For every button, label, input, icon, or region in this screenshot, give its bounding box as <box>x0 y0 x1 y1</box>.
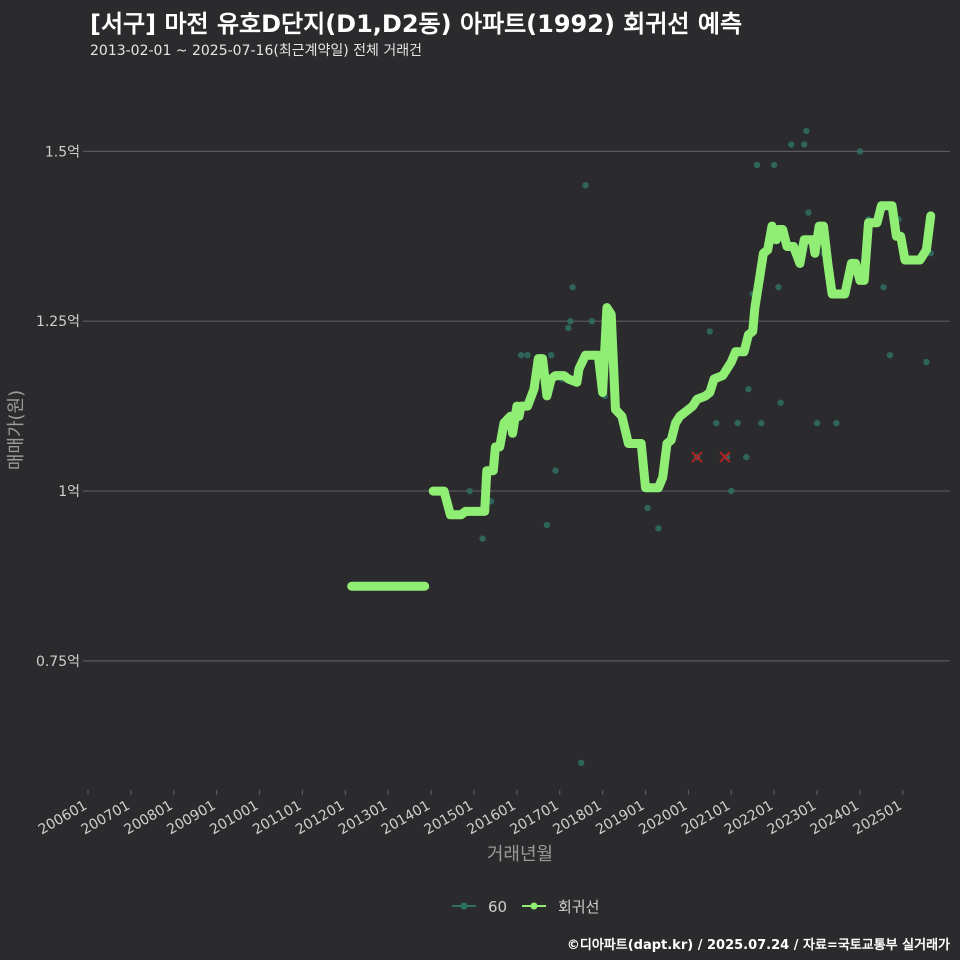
data-point <box>517 351 525 359</box>
x-tick-label: 202501 <box>851 798 905 839</box>
x-tick-label: 202201 <box>722 798 776 839</box>
data-point <box>805 209 812 216</box>
legend-key-dot <box>530 902 538 910</box>
x-tick-label: 201701 <box>507 798 561 839</box>
data-point <box>713 419 720 427</box>
x-tick-label: 201601 <box>465 798 519 839</box>
data-point <box>770 161 778 169</box>
legend-item: 회귀선 <box>522 898 599 916</box>
legend: 60 회귀선 <box>452 898 599 916</box>
source-credit: ©디아파트(dapt.kr) / 2025.07.24 / 자료=국토교통부 실… <box>566 938 950 953</box>
x-tick-label: 200701 <box>79 798 133 839</box>
data-point <box>582 182 589 189</box>
data-point <box>745 385 752 393</box>
data-point <box>547 351 555 359</box>
x-axis-label: 거래년월 <box>487 844 553 865</box>
legend-label: 회귀선 <box>558 898 599 916</box>
data-point <box>565 324 572 332</box>
data-point <box>886 351 894 359</box>
y-tick-label: 1.5억 <box>45 144 80 160</box>
x-tick-label: 201901 <box>593 798 647 839</box>
x-tick-label: 202101 <box>679 798 733 839</box>
x-tick-label: 200901 <box>164 798 218 839</box>
legend-label: 60 <box>488 898 507 916</box>
outlier-stroke <box>691 451 703 463</box>
x-axis: 2006012007012008012009012010012011012012… <box>36 790 905 838</box>
data-point <box>734 419 741 427</box>
x-tick-label: 200601 <box>36 798 90 839</box>
data-point <box>728 487 735 495</box>
x-tick-label: 201301 <box>336 798 390 839</box>
data-point <box>479 535 486 542</box>
data-point <box>800 141 808 148</box>
data-point <box>466 487 473 495</box>
x-tick-label: 200801 <box>121 798 175 839</box>
y-tick-label: 1억 <box>58 484 80 500</box>
data-point <box>567 317 574 325</box>
chart-title: [서구] 마전 유호D단지(D1,D2동) 아파트(1992) 회귀선 예측 <box>90 10 743 38</box>
chart-subtitle: 2013-02-01 ~ 2025-07-16(최근계약일) 전체 거래건 <box>90 43 422 59</box>
data-point <box>552 467 559 474</box>
data-point <box>813 419 821 427</box>
data-point <box>923 358 930 366</box>
data-point <box>777 399 784 406</box>
data-points <box>466 127 934 767</box>
outlier-markers <box>691 451 731 463</box>
y-axis: 0.75억 1억 1.25억 1.5억 <box>36 144 88 670</box>
data-point <box>856 148 864 155</box>
data-point <box>803 127 810 135</box>
x-tick-label: 201201 <box>293 798 347 839</box>
data-point <box>588 317 596 325</box>
legend-item: 60 <box>452 898 507 916</box>
data-point <box>644 504 651 512</box>
y-axis-label: 매매가(원) <box>6 390 27 470</box>
outlier-marker <box>719 451 731 463</box>
outlier-stroke <box>719 451 731 463</box>
outlier-marker <box>691 451 703 463</box>
data-point <box>524 351 531 359</box>
regression-segment <box>428 201 936 520</box>
x-tick-label: 202001 <box>636 798 690 839</box>
data-point <box>833 419 840 427</box>
y-tick-label: 1.25억 <box>36 314 80 330</box>
x-tick-label: 201501 <box>422 798 476 839</box>
data-point <box>706 328 714 335</box>
data-point <box>753 161 761 169</box>
data-point <box>569 284 576 291</box>
x-tick-label: 202301 <box>765 798 819 839</box>
data-point <box>577 759 585 767</box>
data-point <box>743 453 750 461</box>
data-point <box>880 284 887 291</box>
legend-key-dot <box>460 902 468 910</box>
data-point <box>788 141 795 148</box>
x-tick-label: 201001 <box>207 798 261 839</box>
x-tick-label: 201801 <box>550 798 604 839</box>
regression-line <box>347 201 936 591</box>
x-tick-label: 201101 <box>250 798 304 839</box>
y-tick-label: 0.75억 <box>36 654 80 670</box>
data-point <box>775 284 782 291</box>
data-point <box>655 525 662 532</box>
grid-lines <box>88 150 950 662</box>
x-tick-label: 202401 <box>808 798 862 839</box>
x-tick-label: 201401 <box>379 798 433 839</box>
data-point <box>758 419 765 427</box>
data-point <box>543 521 551 529</box>
